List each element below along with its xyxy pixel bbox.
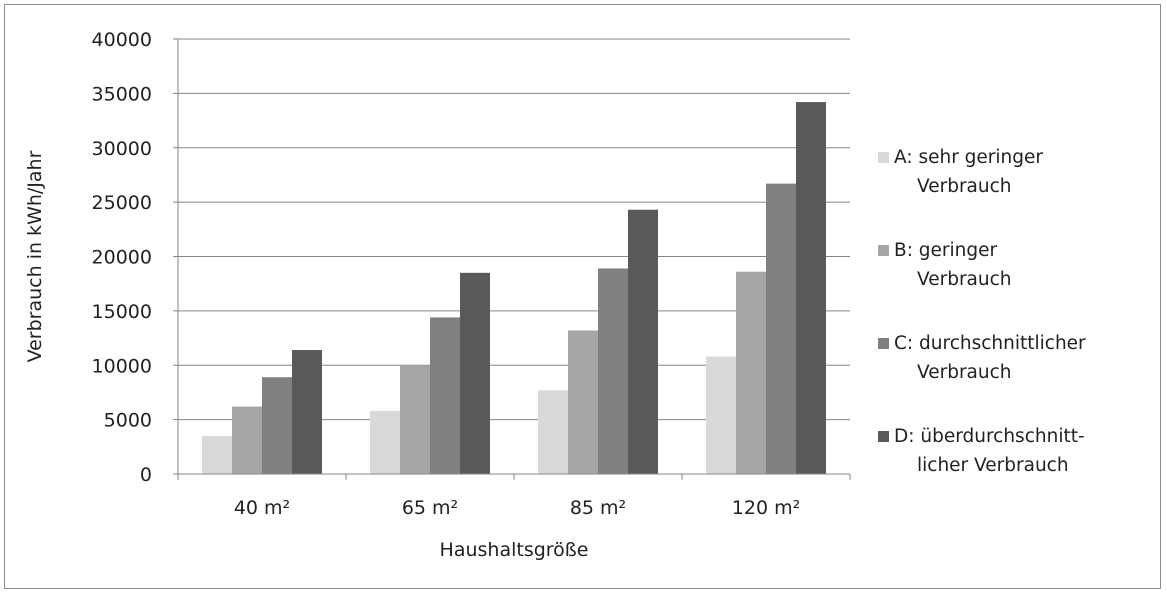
y-tick-label: 40000 bbox=[92, 29, 152, 51]
legend-label: Verbrauch bbox=[917, 269, 1012, 290]
bars bbox=[202, 102, 826, 475]
y-tick-label: 10000 bbox=[92, 355, 152, 377]
bar bbox=[628, 209, 658, 475]
y-tick-label: 30000 bbox=[92, 138, 152, 160]
legend-label: licher Verbrauch bbox=[917, 455, 1069, 476]
x-tick-labels: 40 m² 65 m² 85 m² 120 m² bbox=[177, 474, 851, 519]
legend-label: C: durchschnittlicher bbox=[894, 333, 1086, 354]
y-tick-label: 35000 bbox=[92, 83, 152, 105]
legend-item: B: geringer Verbrauch bbox=[878, 240, 1012, 290]
bar bbox=[568, 330, 598, 474]
x-tick-label: 40 m² bbox=[234, 497, 290, 519]
x-tick-label: 85 m² bbox=[570, 497, 626, 519]
bar bbox=[766, 183, 796, 474]
x-axis-label: Haushaltsgröße bbox=[440, 539, 589, 561]
x-tick-label: 65 m² bbox=[402, 497, 458, 519]
chart-frame bbox=[4, 4, 1161, 589]
bar bbox=[736, 271, 766, 474]
legend-swatch bbox=[878, 245, 889, 256]
legend-swatch bbox=[878, 431, 889, 442]
legend-label: Verbrauch bbox=[917, 176, 1012, 197]
bar bbox=[262, 377, 292, 474]
legend-item: C: durchschnittlicher Verbrauch bbox=[878, 333, 1086, 383]
bar bbox=[598, 268, 628, 474]
legend: A: sehr geringer Verbrauch B: geringer Verb… bbox=[878, 147, 1086, 476]
y-tick-label: 20000 bbox=[92, 247, 152, 269]
y-tick-label: 25000 bbox=[92, 192, 152, 214]
bar bbox=[202, 435, 232, 474]
bar bbox=[538, 390, 568, 474]
bar bbox=[232, 406, 262, 474]
legend-swatch bbox=[878, 152, 889, 163]
x-tick-label: 120 m² bbox=[732, 497, 800, 519]
bar bbox=[400, 365, 430, 474]
legend-label: D: überdurchschnitt- bbox=[894, 426, 1085, 447]
legend-item: D: überdurchschnitt-licher Verbrauch bbox=[878, 426, 1085, 476]
bar bbox=[460, 272, 490, 474]
y-tick-label: 0 bbox=[140, 464, 152, 486]
legend-swatch bbox=[878, 338, 889, 349]
y-tick-label: 15000 bbox=[92, 301, 152, 323]
y-tick-label: 5000 bbox=[104, 410, 152, 432]
bar bbox=[430, 317, 460, 474]
bar bbox=[706, 356, 736, 474]
legend-label: B: geringer bbox=[894, 240, 998, 261]
legend-label: Verbrauch bbox=[917, 362, 1012, 383]
y-tick-labels: 0 5000 10000 15000 20000 25000 30000 35000 40000 bbox=[92, 29, 178, 486]
legend-label: A: sehr geringer bbox=[894, 147, 1043, 168]
legend-item: A: sehr geringer Verbrauch bbox=[878, 147, 1043, 197]
bar bbox=[292, 350, 322, 474]
y-axis-label: Verbrauch in kWh/Jahr bbox=[24, 150, 46, 362]
bar bbox=[370, 410, 400, 474]
bar bbox=[796, 102, 826, 474]
